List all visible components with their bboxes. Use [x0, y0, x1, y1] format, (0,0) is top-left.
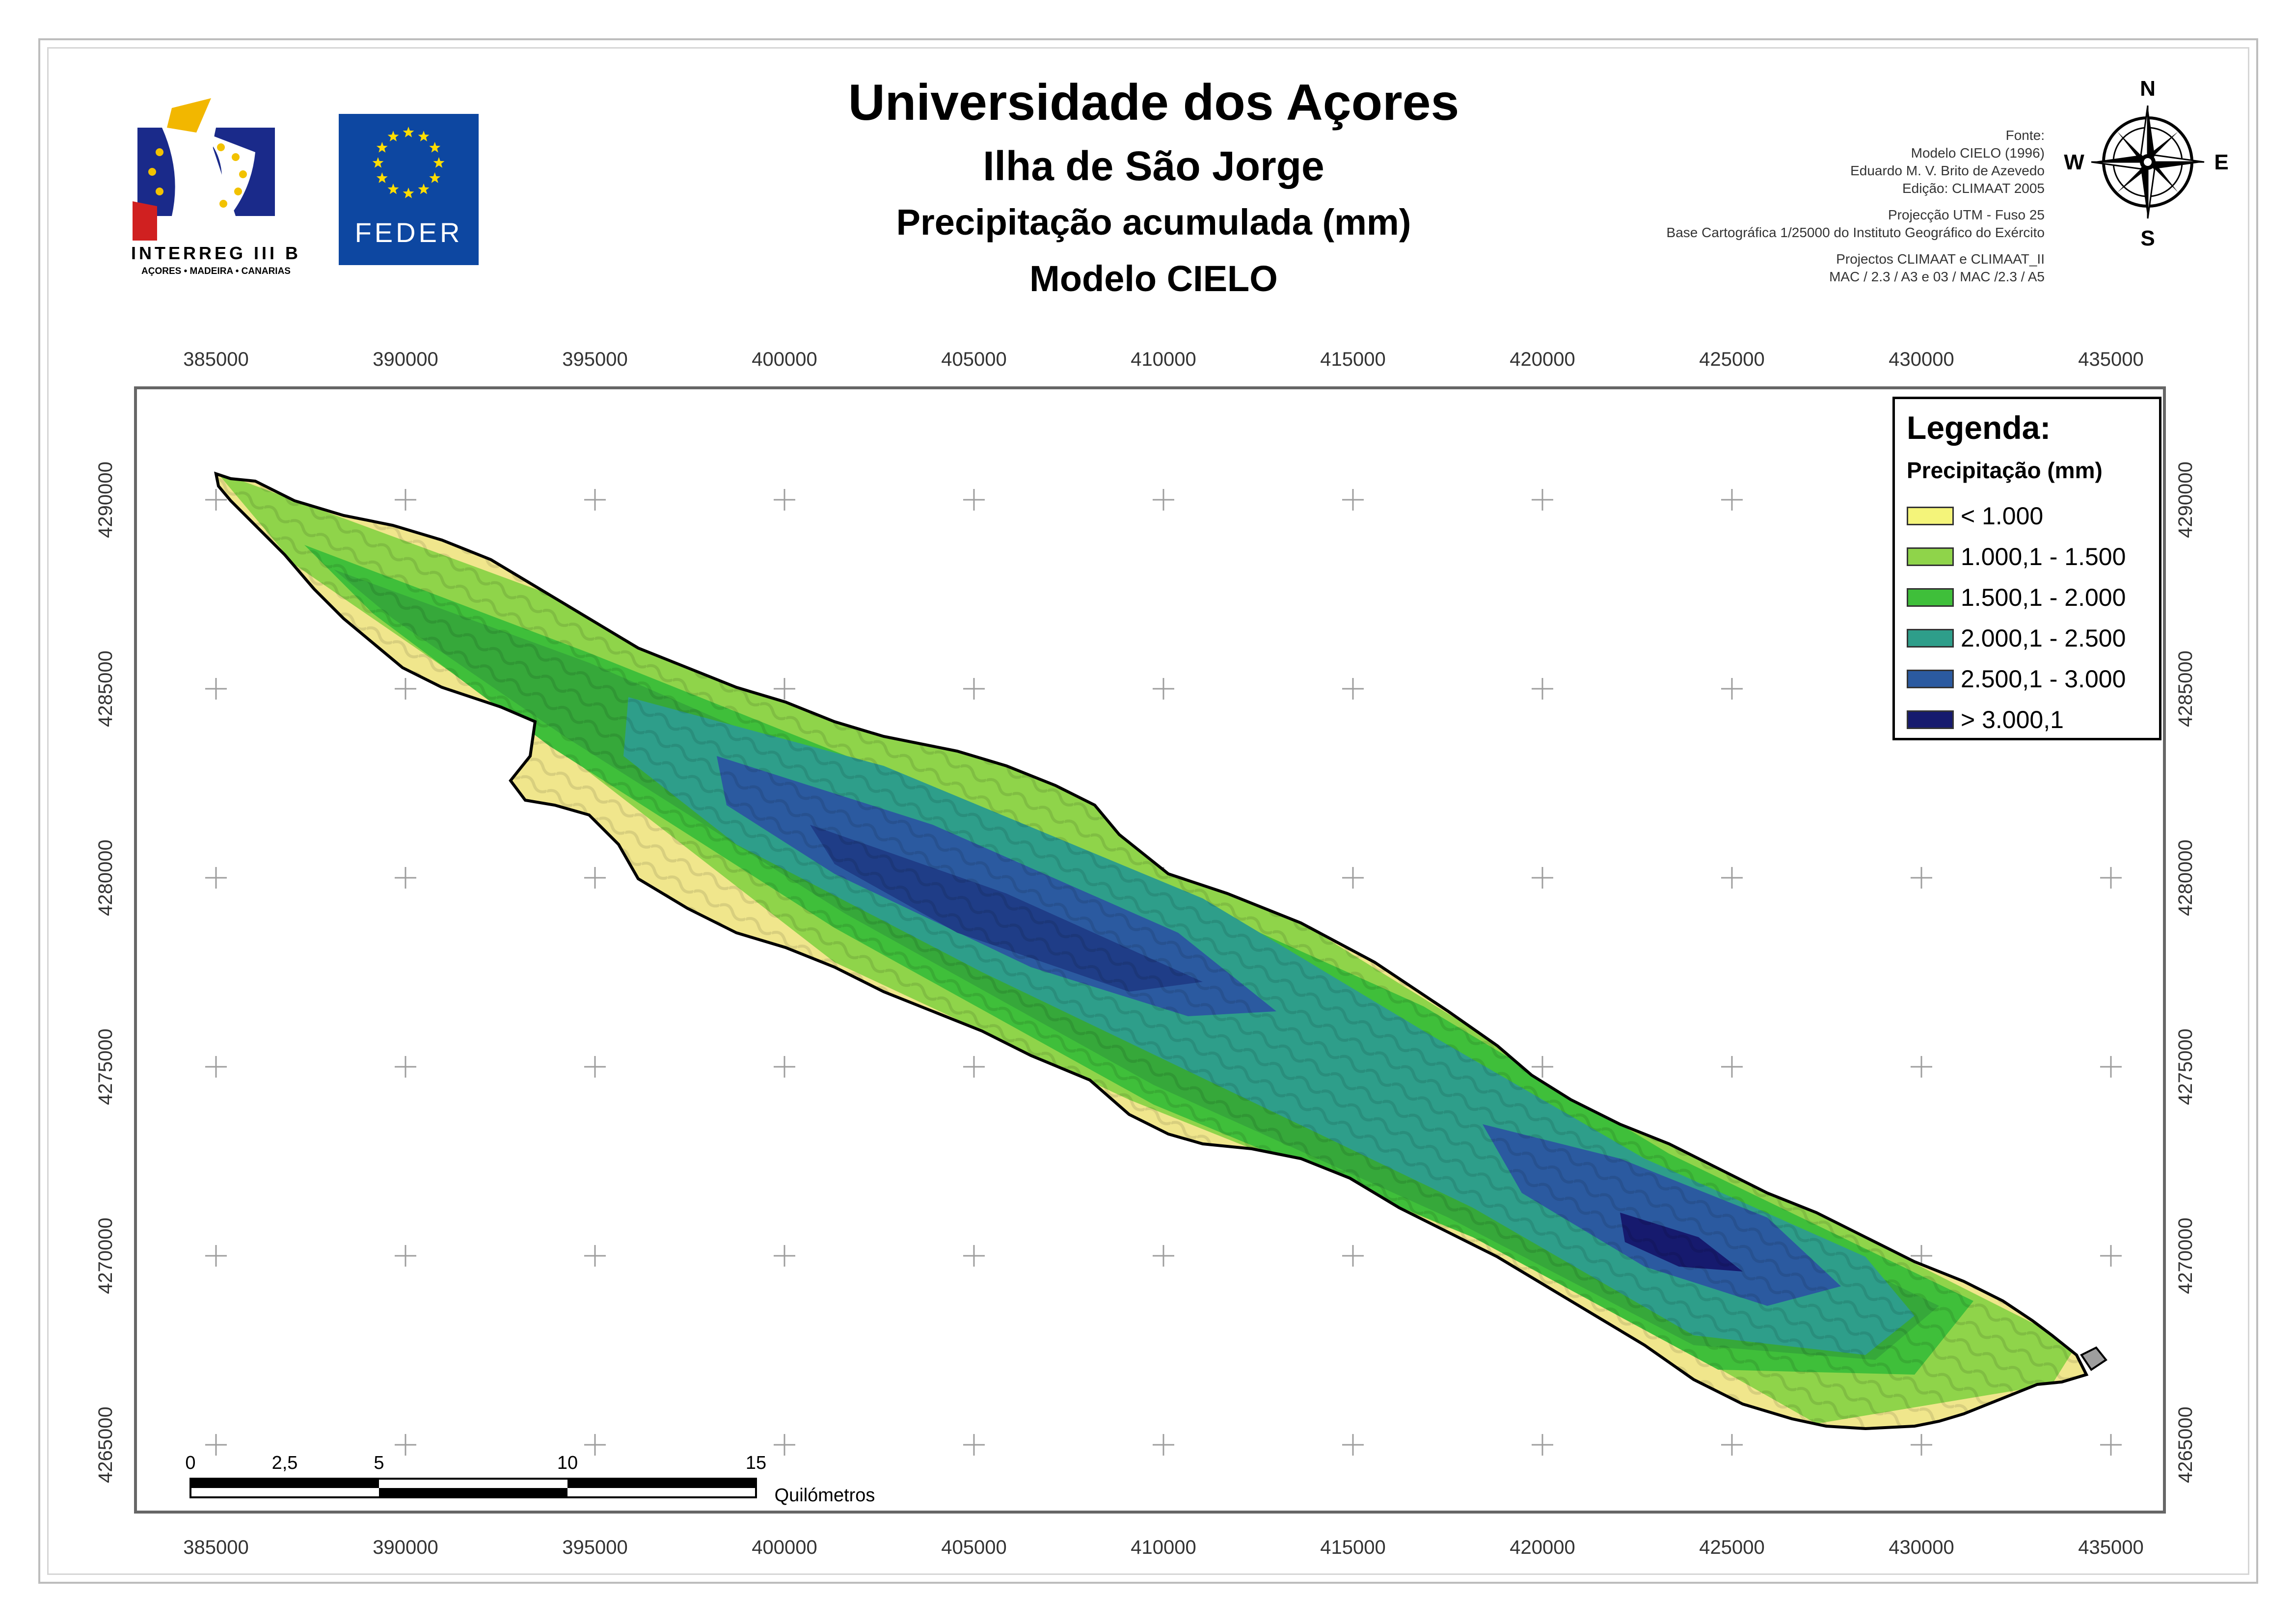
x-tick-label: 415000 — [1320, 1537, 1385, 1558]
x-tick-label: 425000 — [1699, 349, 1764, 370]
x-tick-label: 385000 — [183, 1537, 248, 1558]
y-tick-label: 4285000 — [95, 650, 116, 727]
scale-label: 0 — [185, 1453, 195, 1473]
legend-item: 1.500,1 - 2.000 — [1907, 577, 2147, 618]
scale-unit: Quilómetros — [775, 1485, 875, 1506]
interreg-label: INTERREG III B — [131, 243, 301, 263]
x-tick-label: 400000 — [752, 349, 817, 370]
scale-label: 2,5 — [272, 1453, 298, 1473]
interreg-logo: INTERREG III B AÇORES • MADEIRA • CANARI… — [113, 93, 319, 299]
legend-item: 1.000,1 - 1.500 — [1907, 536, 2147, 577]
legend-title: Legenda: — [1907, 409, 2051, 446]
y-tick-label: 4270000 — [95, 1218, 116, 1294]
scale-bar: 0 2,5 5 10 15 Quilómetros — [185, 1453, 875, 1506]
x-tick-label: 390000 — [373, 349, 438, 370]
x-tick-label: 405000 — [941, 349, 1006, 370]
x-tick-label: 410000 — [1131, 349, 1196, 370]
page-title: Universidade dos Açores — [848, 74, 1459, 131]
y-tick-label: 4290000 — [95, 461, 116, 538]
legend-swatch — [1907, 669, 1954, 688]
x-tick-label: 405000 — [941, 1537, 1006, 1558]
compass-w: W — [2064, 150, 2084, 174]
legend-item: 2.500,1 - 3.000 — [1907, 658, 2147, 699]
interreg-emblem-icon — [133, 98, 275, 241]
credit-line: Eduardo M. V. Brito de Azevedo — [1850, 163, 2045, 178]
legend-swatch — [1907, 710, 1954, 729]
compass-s: S — [2140, 226, 2155, 250]
legend-swatch — [1907, 506, 1954, 525]
legend-label: < 1.000 — [1961, 502, 2044, 530]
x-axis-top: 385000 390000 395000 400000 405000 410000 4150… — [183, 349, 2143, 370]
credit-line: Edição: CLIMAAT 2005 — [1902, 181, 2045, 196]
credit-line: Base Cartográfica 1/25000 do Instituto G… — [1666, 225, 2045, 240]
island-title: Ilha de São Jorge — [983, 143, 1324, 189]
x-tick-label: 395000 — [562, 1537, 627, 1558]
north-arrow-icon: N S E W — [2064, 77, 2228, 250]
variable-title: Precipitação acumulada (mm) — [896, 202, 1411, 243]
credit-line: Fonte: — [2005, 128, 2045, 143]
feder-logo: FEDER — [339, 114, 479, 265]
x-tick-label: 420000 — [1510, 1537, 1575, 1558]
legend-item: > 3.000,1 — [1907, 699, 2147, 740]
y-tick-label: 4290000 — [2175, 461, 2196, 538]
y-axis-right: 4290000 4285000 4280000 4275000 4270000 42650… — [2175, 461, 2196, 1483]
legend-label: 2.000,1 - 2.500 — [1961, 624, 2126, 652]
model-title: Modelo CIELO — [1029, 258, 1278, 299]
legend: Legenda: Precipitação (mm) < 1.000 1.000,… — [1892, 397, 2161, 740]
x-tick-label: 390000 — [373, 1537, 438, 1558]
legend-item: 2.000,1 - 2.500 — [1907, 618, 2147, 658]
legend-label: 2.500,1 - 3.000 — [1961, 665, 2126, 693]
scale-label: 15 — [746, 1453, 766, 1473]
x-tick-label: 430000 — [1889, 1537, 1954, 1558]
compass-e: E — [2214, 150, 2228, 174]
legend-swatch — [1907, 547, 1954, 566]
y-tick-label: 4275000 — [2175, 1029, 2196, 1105]
x-tick-label: 420000 — [1510, 349, 1575, 370]
x-tick-label: 400000 — [752, 1537, 817, 1558]
inner-frame — [47, 47, 2249, 1575]
credit-line: Projectos CLIMAAT e CLIMAAT_II — [1836, 251, 2045, 267]
x-tick-label: 435000 — [2078, 349, 2143, 370]
x-tick-label: 385000 — [183, 349, 248, 370]
x-tick-label: 415000 — [1320, 349, 1385, 370]
credit-line: MAC / 2.3 / A3 e 03 / MAC /2.3 / A5 — [1829, 269, 2045, 284]
x-axis-bottom: 385000 390000 395000 400000 405000 410000 4150… — [183, 1537, 2143, 1558]
compass-n: N — [2140, 77, 2156, 101]
legend-subtitle: Precipitação (mm) — [1907, 458, 2103, 483]
credit-line: Projecção UTM - Fuso 25 — [1888, 207, 2045, 222]
ilheu-islet — [2080, 1346, 2107, 1371]
legend-swatch — [1907, 588, 1954, 607]
y-tick-label: 4280000 — [2175, 839, 2196, 916]
y-tick-label: 4265000 — [95, 1407, 116, 1483]
x-tick-label: 430000 — [1889, 349, 1954, 370]
credits-block: Fonte: Modelo CIELO (1996) Eduardo M. V.… — [1505, 127, 2045, 286]
y-tick-label: 4280000 — [95, 839, 116, 916]
x-tick-label: 425000 — [1699, 1537, 1764, 1558]
legend-label: > 3.000,1 — [1961, 705, 2064, 733]
y-axis-left: 4290000 4285000 4280000 4275000 4270000 42650… — [95, 461, 116, 1483]
outer-frame — [38, 38, 2258, 1584]
legend-label: 1.500,1 - 2.000 — [1961, 583, 2126, 611]
x-tick-label: 395000 — [562, 349, 627, 370]
legend-label: 1.000,1 - 1.500 — [1961, 542, 2126, 570]
interreg-regions: AÇORES • MADEIRA • CANARIAS — [141, 266, 291, 276]
x-tick-label: 410000 — [1131, 1537, 1196, 1558]
legend-swatch — [1907, 628, 1954, 648]
legend-item: < 1.000 — [1907, 495, 2147, 536]
credit-line: Modelo CIELO (1996) — [1911, 145, 2045, 161]
y-tick-label: 4270000 — [2175, 1218, 2196, 1294]
y-tick-label: 4285000 — [2175, 650, 2196, 727]
scale-label: 5 — [374, 1453, 384, 1473]
eu-stars-icon — [372, 127, 445, 198]
scale-label: 10 — [557, 1453, 578, 1473]
feder-label: FEDER — [354, 217, 463, 248]
x-tick-label: 435000 — [2078, 1537, 2143, 1558]
y-tick-label: 4265000 — [2175, 1407, 2196, 1483]
y-tick-label: 4275000 — [95, 1029, 116, 1105]
